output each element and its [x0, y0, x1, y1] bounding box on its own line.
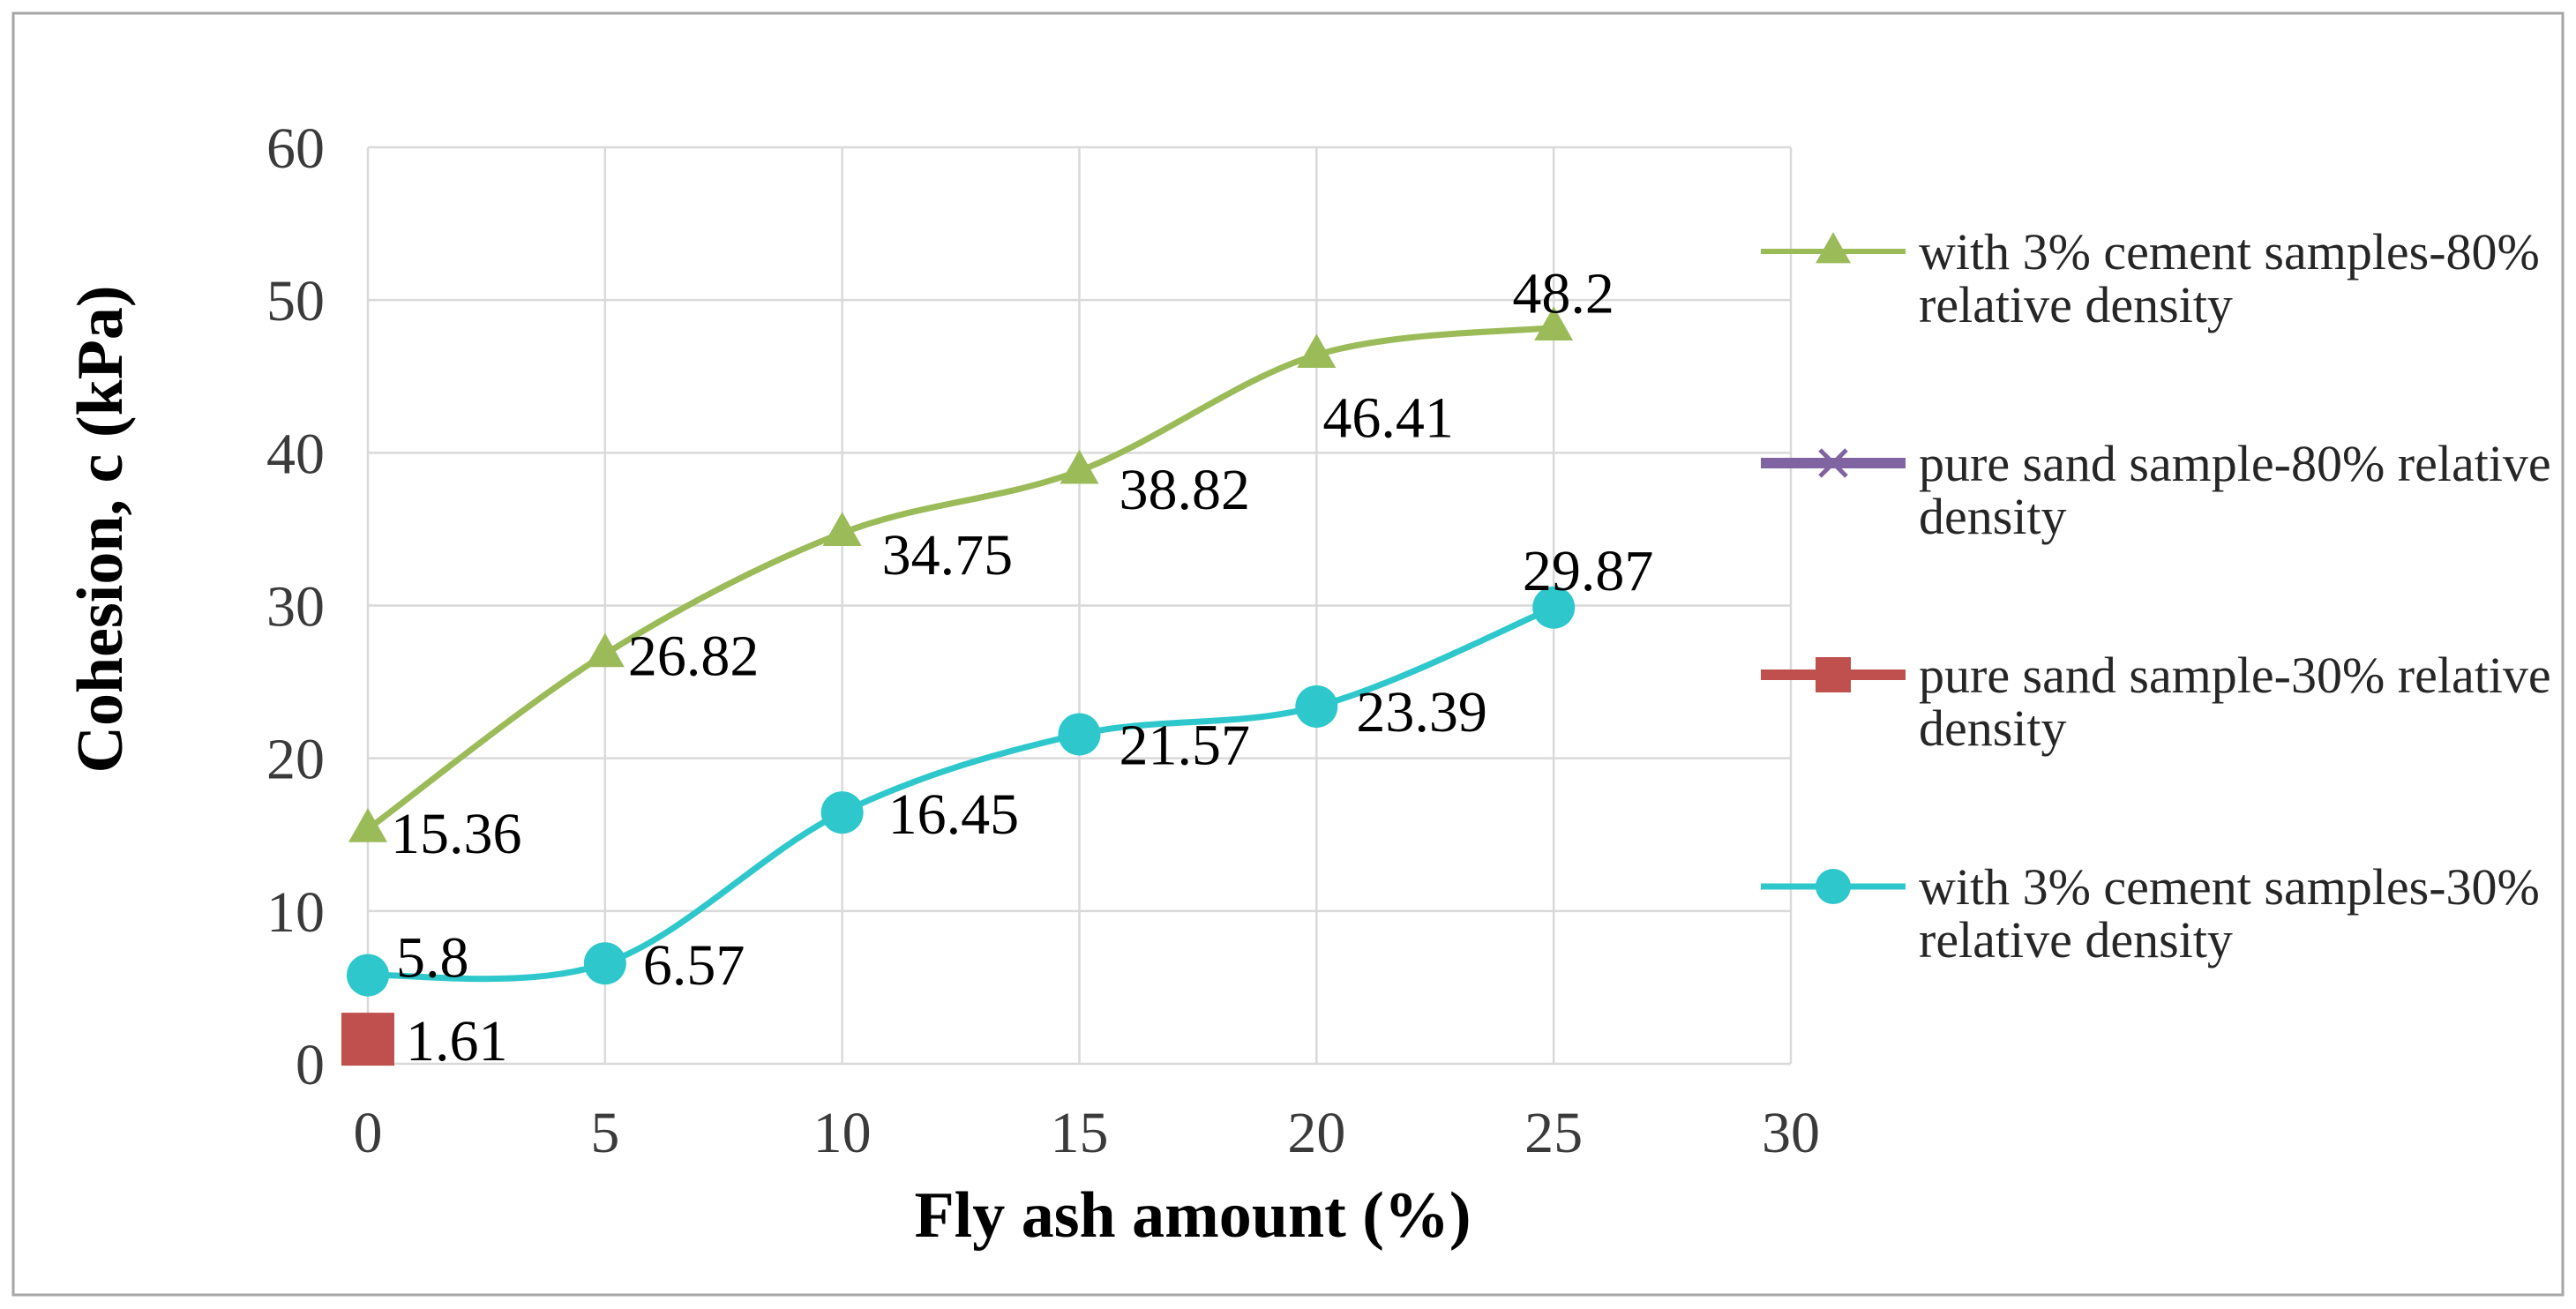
y-axis-tick-labels: 0 10 20 30 40 50 60: [266, 116, 325, 1097]
gridlines: [366, 146, 1793, 1066]
x-tick-label: 30: [1762, 1101, 1820, 1165]
y-tick-label: 50: [266, 269, 325, 333]
data-label: 1.61: [406, 1009, 508, 1073]
x-tick-label: 15: [1051, 1101, 1109, 1165]
x-tick-label: 0: [354, 1101, 383, 1165]
legend-entry-1: with 3% cement samples-80%relative densi…: [1761, 223, 2540, 333]
legend-label: relative density: [1919, 911, 2233, 969]
data-point-triangle: [585, 632, 625, 668]
data-label: 26.82: [628, 625, 760, 689]
data-point-circle: [347, 954, 389, 997]
data-label: 48.2: [1512, 261, 1614, 325]
y-tick-label: 60: [266, 116, 325, 181]
data-point-triangle: [1297, 333, 1337, 369]
data-point-circle: [1532, 586, 1576, 629]
data-point-circle: [583, 942, 626, 985]
data-point-triangle: [1534, 306, 1574, 341]
legend-label: with 3% cement samples-80%: [1919, 223, 2540, 280]
plot-series: 15.36 26.82 34.75 38.82 46.41 48.2 1.61 5.8 6.57…: [341, 261, 1653, 1073]
data-label: 23.39: [1356, 680, 1487, 744]
data-point-square: [341, 1013, 394, 1066]
legend-label: relative density: [1919, 276, 2233, 333]
legend-marker-square: [1816, 657, 1851, 692]
legend-marker-x: [1818, 448, 1848, 478]
x-tick-label: 5: [590, 1101, 619, 1165]
legend: with 3% cement samples-80%relative densi…: [1761, 223, 2551, 969]
y-tick-label: 40: [266, 422, 325, 486]
data-label: 6.57: [643, 933, 745, 998]
data-label: 34.75: [882, 523, 1014, 587]
legend-marker-x-stroke: [1818, 448, 1848, 478]
data-point-circle: [1295, 684, 1338, 728]
x-tick-label: 10: [813, 1101, 872, 1165]
data-label: 15.36: [391, 802, 522, 866]
series-3-square: 1.61: [341, 1009, 508, 1073]
y-axis-title: Cohesion, c (kPa): [64, 286, 137, 774]
legend-marker-triangle: [1816, 232, 1851, 264]
legend-label: pure sand sample-80% relative: [1919, 435, 2551, 492]
series-4-circle: 5.8 6.57 16.45 21.57 23.39 29.87: [347, 539, 1653, 998]
data-label: 21.57: [1120, 713, 1251, 777]
legend-label: density: [1919, 699, 2067, 757]
series-1-triangle: 15.36 26.82 34.75 38.82 46.41 48.2: [348, 261, 1614, 866]
chart-border: [11, 11, 2565, 1297]
data-point-circle: [820, 791, 864, 834]
data-point-triangle: [348, 808, 387, 842]
data-point-triangle: [822, 512, 862, 546]
data-label: 16.45: [888, 782, 1020, 847]
series-line: [364, 324, 1557, 833]
data-point-circle: [1058, 713, 1101, 756]
data-label: 38.82: [1120, 458, 1251, 522]
series-line: [364, 604, 1557, 983]
legend-entry-4: with 3% cement samples-30%relative densi…: [1761, 858, 2540, 969]
data-label: 5.8: [396, 926, 469, 991]
y-tick-label: 20: [266, 728, 325, 792]
x-tick-label: 20: [1287, 1101, 1345, 1165]
legend-marker-circle: [1816, 869, 1851, 904]
y-tick-label: 10: [266, 880, 325, 945]
legend-label: density: [1919, 488, 2067, 545]
data-label: 29.87: [1523, 539, 1654, 603]
y-tick-label: 0: [296, 1033, 325, 1097]
x-axis-tick-labels: 0 5 10 15 20 25 30: [354, 1101, 1821, 1165]
y-tick-label: 30: [266, 575, 325, 640]
legend-label: pure sand sample-30% relative: [1919, 647, 2551, 704]
x-axis-title: Fly ash amount (%): [914, 1179, 1471, 1252]
data-point-triangle: [1060, 449, 1099, 484]
data-label: 46.41: [1322, 385, 1454, 450]
legend-label: with 3% cement samples-30%: [1919, 858, 2540, 916]
x-tick-label: 25: [1524, 1101, 1583, 1165]
